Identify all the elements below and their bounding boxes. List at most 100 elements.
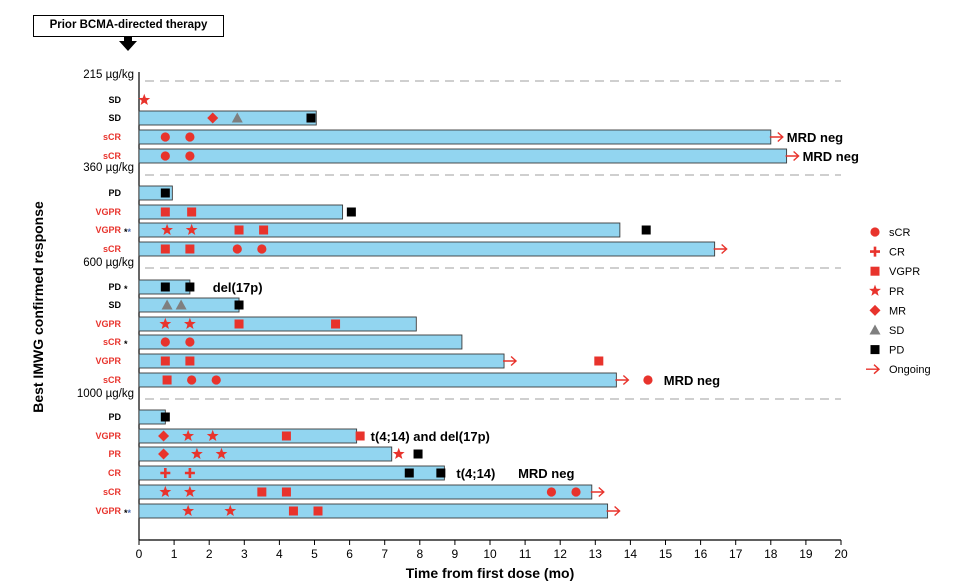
vgpr-marker — [313, 506, 323, 516]
x-tick-label: 14 — [624, 547, 638, 561]
vgpr-marker — [594, 356, 604, 366]
response-label: sCR — [103, 151, 122, 161]
response-label: sCR — [103, 244, 122, 254]
vgpr-marker — [160, 207, 170, 217]
response-label: PR — [108, 449, 121, 459]
ongoing-arrow-icon — [866, 364, 881, 375]
pr-marker — [392, 447, 405, 460]
response-label: SD — [108, 113, 121, 123]
legend-label: Ongoing — [889, 364, 931, 376]
ongoing-arrow-icon — [769, 131, 784, 143]
pr-marker — [159, 317, 172, 330]
pd-marker — [185, 282, 195, 292]
treatment-bar — [138, 372, 617, 388]
x-tick-label: 2 — [206, 547, 213, 561]
vgpr-marker — [331, 319, 341, 329]
scr-marker — [160, 132, 170, 142]
pd-marker — [413, 449, 423, 459]
vgpr-marker — [288, 506, 298, 516]
annotation-note: MRD neg — [664, 373, 720, 388]
treatment-bar — [138, 129, 772, 145]
annotation-note: del(17p) — [213, 280, 263, 295]
row-asterisk: ** — [124, 508, 132, 518]
pr-marker — [184, 317, 196, 330]
treatment-bar — [138, 484, 593, 500]
response-label: SD — [108, 300, 121, 310]
legend-label: VGPR — [889, 266, 920, 278]
ongoing-arrow-icon — [785, 150, 800, 162]
x-tick-label: 15 — [659, 547, 673, 561]
vgpr-marker — [162, 375, 172, 385]
pr-marker — [215, 447, 228, 460]
response-label: VGPR — [95, 225, 121, 235]
vgpr-marker — [257, 487, 267, 497]
sd-marker — [161, 299, 173, 310]
scr-marker — [870, 227, 880, 237]
treatment-bar — [138, 222, 621, 238]
pr-marker — [224, 504, 237, 517]
ongoing-arrow-icon — [590, 486, 605, 498]
x-tick-label: 5 — [311, 547, 318, 561]
pd-marker — [404, 468, 414, 478]
cr-marker — [184, 468, 195, 479]
pd-marker — [160, 412, 170, 422]
vgpr-marker — [281, 487, 291, 497]
legend-label: SD — [889, 325, 904, 337]
ongoing-arrow-icon — [606, 505, 621, 517]
response-label: sCR — [103, 375, 122, 385]
x-tick-label: 7 — [381, 547, 388, 561]
legend-label: sCR — [889, 227, 910, 239]
scr-marker — [185, 337, 195, 347]
response-label: sCR — [103, 487, 122, 497]
cr-marker — [160, 468, 171, 479]
x-axis-title: Time from first dose (mo) — [406, 565, 575, 581]
pr-marker — [161, 223, 173, 236]
x-tick-label: 8 — [416, 547, 423, 561]
x-tick-label: 20 — [834, 547, 848, 561]
sd-marker — [231, 112, 243, 123]
x-tick-label: 19 — [799, 547, 813, 561]
vgpr-marker — [185, 244, 195, 254]
response-label: PD — [108, 282, 121, 292]
mr-marker — [158, 448, 170, 460]
vgpr-marker — [160, 356, 170, 366]
scr-marker — [643, 375, 653, 385]
legend-label: MR — [889, 305, 906, 317]
scr-marker — [546, 487, 557, 497]
treatment-bar — [138, 297, 240, 313]
annotation-note: MRD neg — [518, 466, 574, 481]
annotation-note: t(4;14) — [456, 466, 495, 481]
mr-marker — [158, 430, 170, 442]
pr-marker — [206, 429, 219, 442]
response-label: PD — [108, 412, 121, 422]
response-label: VGPR — [95, 319, 121, 329]
x-tick-label: 11 — [519, 547, 532, 561]
annotation-note: MRD neg — [787, 130, 843, 145]
scr-marker — [160, 151, 170, 161]
y-axis-title: Best IMWG confirmed response — [30, 201, 46, 413]
ongoing-arrow-icon — [503, 355, 518, 367]
vgpr-marker — [160, 244, 170, 254]
treatment-bar — [138, 241, 716, 257]
vgpr-marker — [234, 319, 244, 329]
pd-marker — [306, 113, 316, 123]
x-tick-label: 13 — [589, 547, 603, 561]
response-label: VGPR — [95, 207, 121, 217]
mr-marker — [207, 112, 219, 124]
dose-label: 600 µg/kg — [83, 257, 134, 269]
vgpr-marker — [185, 356, 195, 366]
response-label: PD — [108, 188, 121, 198]
treatment-bar — [138, 316, 417, 332]
pd-marker — [870, 345, 880, 355]
vgpr-marker — [355, 431, 365, 441]
ongoing-arrow-icon — [615, 374, 630, 386]
treatment-bar — [138, 148, 788, 164]
treatment-bar — [138, 334, 463, 350]
vgpr-marker — [870, 266, 880, 276]
row-asterisk: * — [124, 339, 128, 349]
pd-marker — [346, 207, 356, 217]
response-label: VGPR — [95, 506, 121, 516]
mr-marker — [869, 304, 881, 316]
row-asterisk: * — [124, 284, 128, 294]
dose-label: 215 µg/kg — [83, 69, 134, 81]
